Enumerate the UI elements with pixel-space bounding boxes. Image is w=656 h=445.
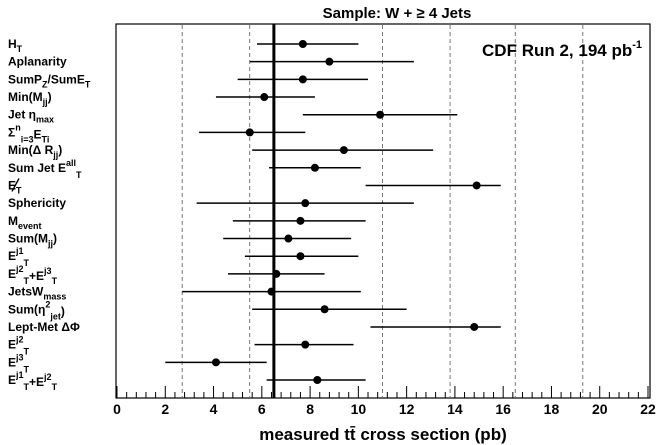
data-point xyxy=(296,252,305,261)
data-point xyxy=(260,93,269,102)
x-tick-label: 4 xyxy=(210,401,218,417)
x-tick-label: 10 xyxy=(351,401,367,417)
x-tick-label: 16 xyxy=(495,401,511,417)
x-tick-label: 12 xyxy=(399,401,415,417)
data-point xyxy=(267,287,276,296)
category-label: Σni=3ETi xyxy=(8,122,49,144)
annotation-label: CDF Run 2, 194 pb-1 xyxy=(482,39,642,60)
data-point xyxy=(301,340,310,349)
data-point xyxy=(296,216,305,225)
data-point xyxy=(472,181,481,190)
x-tick-label: 2 xyxy=(161,401,169,417)
category-label: Min(Δ Rjj) xyxy=(8,143,62,160)
data-point xyxy=(376,110,385,119)
category-label: Ej2T xyxy=(8,335,30,357)
category-label: Mevent xyxy=(8,214,42,231)
x-tick-label: 22 xyxy=(640,401,656,417)
category-label: Ej3T xyxy=(8,352,30,374)
data-point xyxy=(313,376,322,384)
x-tick-label: 6 xyxy=(258,401,266,417)
x-tick-label: 18 xyxy=(544,401,560,417)
data-point xyxy=(325,57,334,66)
data-point xyxy=(320,305,329,314)
category-label: Sphericity xyxy=(8,196,66,210)
category-label: JetsWmass xyxy=(8,285,66,302)
category-label: Aplanarity xyxy=(8,55,67,69)
category-label: Sum(η2jet) xyxy=(8,299,65,321)
data-points xyxy=(165,40,501,384)
data-point xyxy=(284,234,293,243)
category-label: Ej2T+Ej3T xyxy=(8,264,58,286)
category-label: Sum Jet EallT xyxy=(8,158,82,180)
x-tick-label: 14 xyxy=(447,401,463,417)
data-point xyxy=(298,40,307,48)
data-point xyxy=(245,128,254,137)
category-label: SumPZ/SumET xyxy=(8,72,91,89)
data-point xyxy=(470,322,479,331)
x-axis-ticks: 0 2 4 6 8 10 12 14 16 18 20 22 xyxy=(113,386,656,417)
plot-frame xyxy=(115,23,651,399)
data-point xyxy=(211,358,220,367)
data-point xyxy=(339,146,348,155)
x-tick-label: 20 xyxy=(592,401,608,417)
category-label: Jet ηmax xyxy=(8,108,54,125)
missing-et-slash xyxy=(11,178,20,192)
x-axis-title: measured tt̄ cross section (pb) xyxy=(259,425,507,444)
category-label: HT xyxy=(8,37,23,54)
data-point xyxy=(301,199,310,208)
x-tick-label: 8 xyxy=(306,401,314,417)
data-point xyxy=(298,75,307,84)
grid-lines xyxy=(181,25,584,397)
category-label: ET xyxy=(8,178,22,195)
annotation-text: CDF Run 2, 194 pb xyxy=(482,41,632,60)
category-label: Sum(Mjj) xyxy=(8,232,57,249)
category-label: Ej1T xyxy=(8,246,30,268)
category-label: Ej1T+Ej2T xyxy=(8,370,58,392)
category-label: Lept-Met ΔΦ xyxy=(8,320,80,334)
data-point xyxy=(310,163,319,172)
category-label: Min(Mjj) xyxy=(8,90,52,107)
data-point xyxy=(272,269,281,278)
x-tick-label: 0 xyxy=(113,401,121,417)
annotation-superscript: -1 xyxy=(632,39,642,51)
chart-title: Sample: W + ≥ 4 Jets xyxy=(323,5,472,22)
